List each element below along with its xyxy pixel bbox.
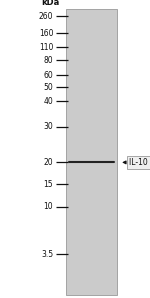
Text: 260: 260 (39, 12, 53, 21)
Text: 60: 60 (44, 71, 53, 80)
Text: 20: 20 (44, 158, 53, 167)
Text: 50: 50 (44, 83, 53, 92)
Text: IL-10 (Ms): IL-10 (Ms) (129, 158, 150, 167)
Text: 3.5: 3.5 (41, 250, 53, 259)
Text: 80: 80 (44, 56, 53, 65)
Text: 15: 15 (44, 180, 53, 189)
Text: 110: 110 (39, 43, 53, 52)
Text: 30: 30 (44, 122, 53, 131)
Text: 40: 40 (44, 97, 53, 106)
Text: kDa: kDa (42, 0, 60, 7)
Bar (66, 9, 117, 295)
Text: 10: 10 (44, 202, 53, 211)
Text: 160: 160 (39, 29, 53, 38)
